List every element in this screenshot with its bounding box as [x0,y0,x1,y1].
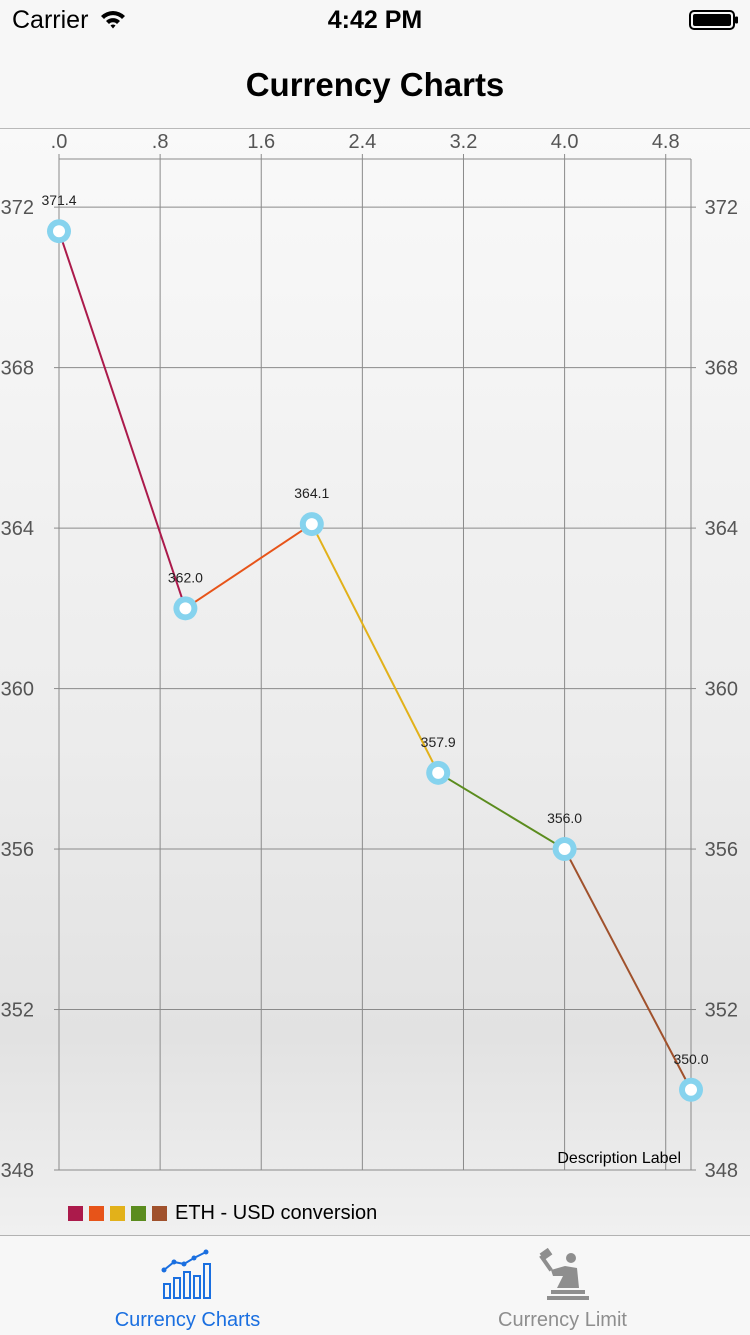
tab-label: Currency Limit [498,1309,627,1331]
y-tick-label-left: 372 [1,197,34,219]
legend-label: ETH - USD conversion [175,1201,378,1224]
data-point-hole [179,602,192,615]
chart-area: .0 .8 1.6 2.4 3.2 4.0 4.8 348 348 352 352 356 356 360… [0,129,750,1235]
data-point-hole [558,843,571,856]
x-tick-label: 3.2 [450,131,478,153]
navigation-bar: Currency Charts [0,40,750,129]
tab-currency-limit[interactable]: Currency Limit [375,1236,750,1335]
carrier-label: Carrier [12,6,89,34]
legend-swatch [110,1205,125,1221]
battery-icon [689,10,738,30]
y-tick-label-left: 368 [1,358,34,380]
data-point-hole [432,766,445,779]
x-tick-label: .0 [51,131,68,153]
tab-bar: Currency Charts Currency Limit [0,1235,750,1335]
legend-swatch [152,1205,167,1221]
y-tick-label-right: 368 [705,358,738,380]
y-tick-label-left: 352 [1,1000,34,1022]
x-tick-label: 4.8 [652,131,680,153]
x-tick-label: .8 [152,131,169,153]
chart-legend: ETH - USD conversion [68,1201,377,1225]
y-tick-label-right: 348 [705,1160,738,1182]
data-label: 362.0 [168,569,203,585]
x-tick-label: 2.4 [348,131,376,153]
data-label: 357.9 [421,734,456,750]
data-label: 371.4 [41,192,76,208]
legend-swatch [68,1205,83,1221]
legend-swatch [131,1205,146,1221]
description-label: Description Label [557,1150,681,1167]
status-time: 4:42 PM [327,6,423,34]
bar-chart-icon [161,1249,211,1299]
hammer-person-icon [539,1248,589,1300]
data-label: 364.1 [294,485,329,501]
series-line-segment [184,523,313,610]
line-chart[interactable]: .0 .8 1.6 2.4 3.2 4.0 4.8 348 348 352 352 356 356 360… [0,129,750,1189]
y-tick-label-left: 356 [1,839,34,861]
data-label: 356.0 [547,810,582,826]
data-point-hole [685,1083,697,1096]
tab-label: Currency Charts [114,1309,261,1331]
y-tick-label-right: 352 [705,1000,738,1022]
data-label: 350.0 [673,1051,708,1067]
tab-currency-charts[interactable]: Currency Charts [0,1236,375,1335]
page-title: Currency Charts [245,66,505,103]
wifi-icon [101,11,125,29]
y-tick-label-right: 372 [705,197,738,219]
data-point-hole [53,225,65,238]
y-tick-label-right: 356 [705,839,738,861]
legend-swatch [89,1205,104,1221]
series-line-segment [437,771,566,850]
y-tick-label-left: 360 [1,679,34,701]
x-tick-label: 1.6 [247,131,275,153]
data-point-hole [305,518,318,531]
status-bar: Carrier 4:42 PM [0,0,750,40]
y-tick-label-left: 348 [1,1160,34,1182]
series-line-segment [310,523,440,774]
y-tick-label-left: 364 [1,518,34,540]
series-line-segment [563,848,692,1091]
y-tick-label-right: 364 [705,518,738,540]
series-line-segment [58,230,187,609]
y-tick-label-right: 360 [705,679,738,701]
x-tick-label: 4.0 [551,131,579,153]
